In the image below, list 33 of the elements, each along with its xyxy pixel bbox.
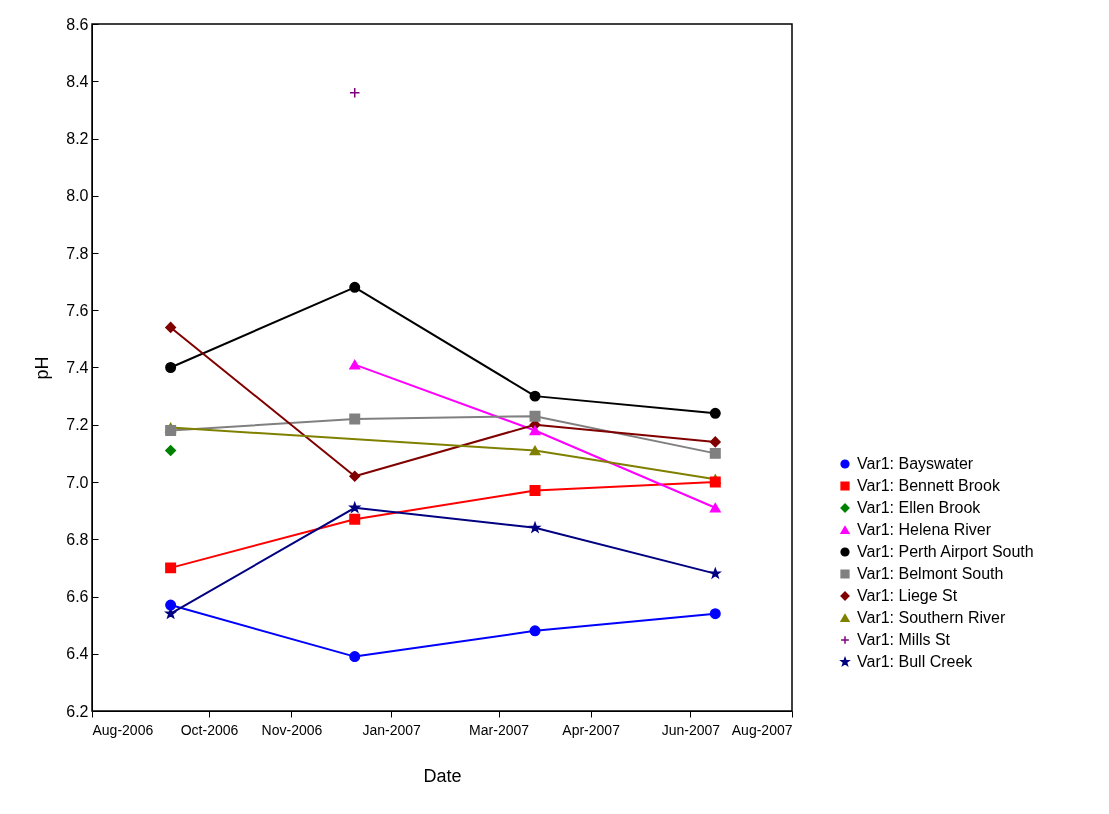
x-tick-label: Mar-2007: [469, 721, 530, 738]
y-tick-label: 7.2: [66, 416, 89, 434]
legend-label: Var1: Mills St: [857, 631, 951, 648]
x-tick-label: Apr-2007: [562, 721, 621, 738]
legend-label: Var1: Bayswater: [857, 455, 974, 472]
x-tick-label: Aug-2006: [92, 721, 154, 738]
legend-label: Var1: Belmont South: [857, 565, 1004, 582]
legend-label: Var1: Bennett Brook: [857, 477, 1001, 494]
x-tick-label: Nov-2006: [261, 721, 323, 738]
x-tick-label: Oct-2006: [180, 721, 239, 738]
y-tick-label: 7.4: [66, 359, 89, 376]
x-tick-label: Jan-2007: [362, 721, 422, 738]
y-tick-label: 8.4: [66, 72, 89, 90]
y-tick-label: 7.0: [66, 473, 89, 491]
x-axis-title: Date: [423, 765, 462, 786]
legend-label: Var1: Ellen Brook: [857, 499, 982, 516]
y-tick-label: 6.2: [66, 702, 89, 720]
y-tick-label: 7.6: [66, 301, 89, 319]
legend-label: Var1: Perth Airport South: [857, 543, 1034, 560]
x-tick-label: Aug-2007: [731, 721, 793, 738]
y-axis-title: pH: [32, 356, 53, 380]
legend-label: Var1: Bull Creek: [857, 653, 974, 670]
y-tick-label: 7.8: [66, 244, 89, 262]
y-tick-label: 8.0: [66, 187, 89, 205]
y-tick-label: 6.6: [66, 588, 89, 605]
legend-label: Var1: Helena River: [857, 521, 992, 538]
y-tick-label: 8.2: [66, 130, 89, 147]
legend-label: Var1: Southern River: [857, 609, 1006, 626]
y-tick-label: 8.6: [66, 15, 89, 33]
x-tick-label: Jun-2007: [661, 721, 721, 738]
y-tick-label: 6.4: [66, 645, 89, 663]
y-tick-label: 6.8: [66, 530, 89, 548]
legend-label: Var1: Liege St: [857, 587, 958, 604]
